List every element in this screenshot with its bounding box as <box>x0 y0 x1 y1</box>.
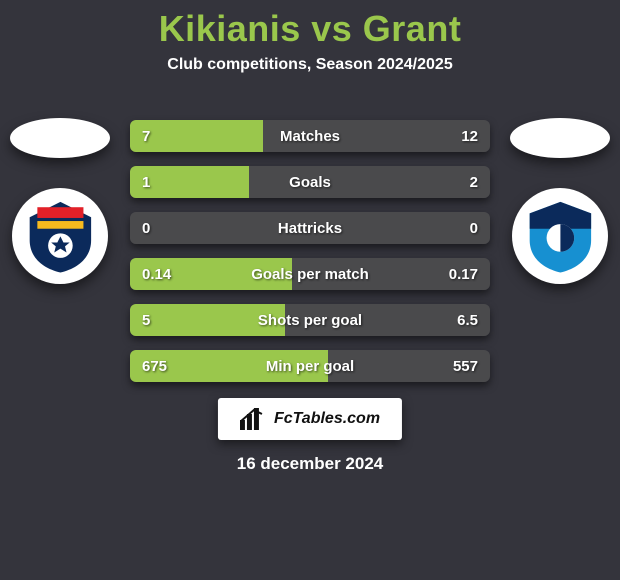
bar-value-left: 0 <box>142 212 150 244</box>
branding-chart-icon <box>240 408 266 430</box>
bar-value-left: 1 <box>142 166 150 198</box>
page-subtitle: Club competitions, Season 2024/2025 <box>0 56 620 74</box>
bar-value-right: 2 <box>470 166 478 198</box>
flag-oval-left <box>10 118 110 158</box>
comparison-row: Hattricks0 0 <box>130 212 490 244</box>
bar-value-right: 557 <box>453 350 478 382</box>
bar-value-right: 6.5 <box>457 304 478 336</box>
flag-oval-right <box>510 118 610 158</box>
bar-value-left: 0.14 <box>142 258 171 290</box>
bar-value-right: 0.17 <box>449 258 478 290</box>
bar-label: Matches <box>130 120 490 152</box>
bar-label: Goals per match <box>130 258 490 290</box>
bar-value-left: 7 <box>142 120 150 152</box>
comparison-row: Min per goal675 557 <box>130 350 490 382</box>
bar-label: Min per goal <box>130 350 490 382</box>
comparison-row: Matches7 12 <box>130 120 490 152</box>
branding-badge: FcTables.com <box>218 398 402 440</box>
branding-text: FcTables.com <box>274 410 380 428</box>
page-root: Kikianis vs Grant Club competitions, Sea… <box>0 0 620 580</box>
bar-value-right: 12 <box>461 120 478 152</box>
bar-value-right: 0 <box>470 212 478 244</box>
bar-value-left: 675 <box>142 350 167 382</box>
comparison-row: Goals1 2 <box>130 166 490 198</box>
bar-label: Shots per goal <box>130 304 490 336</box>
right-player-column <box>500 118 620 284</box>
date-line: 16 december 2024 <box>0 454 620 474</box>
bar-label: Goals <box>130 166 490 198</box>
bar-label: Hattricks <box>130 212 490 244</box>
club-logo-right-icon <box>522 198 599 275</box>
left-player-column <box>0 118 120 284</box>
comparison-row: Goals per match0.14 0.17 <box>130 258 490 290</box>
bar-value-left: 5 <box>142 304 150 336</box>
comparison-row: Shots per goal5 6.5 <box>130 304 490 336</box>
club-logo-left <box>12 188 108 284</box>
comparison-bars: Matches712Goals12Hattricks00Goals per ma… <box>130 120 490 396</box>
club-logo-left-icon <box>22 198 99 275</box>
page-title: Kikianis vs Grant <box>0 0 620 50</box>
club-logo-right <box>512 188 608 284</box>
